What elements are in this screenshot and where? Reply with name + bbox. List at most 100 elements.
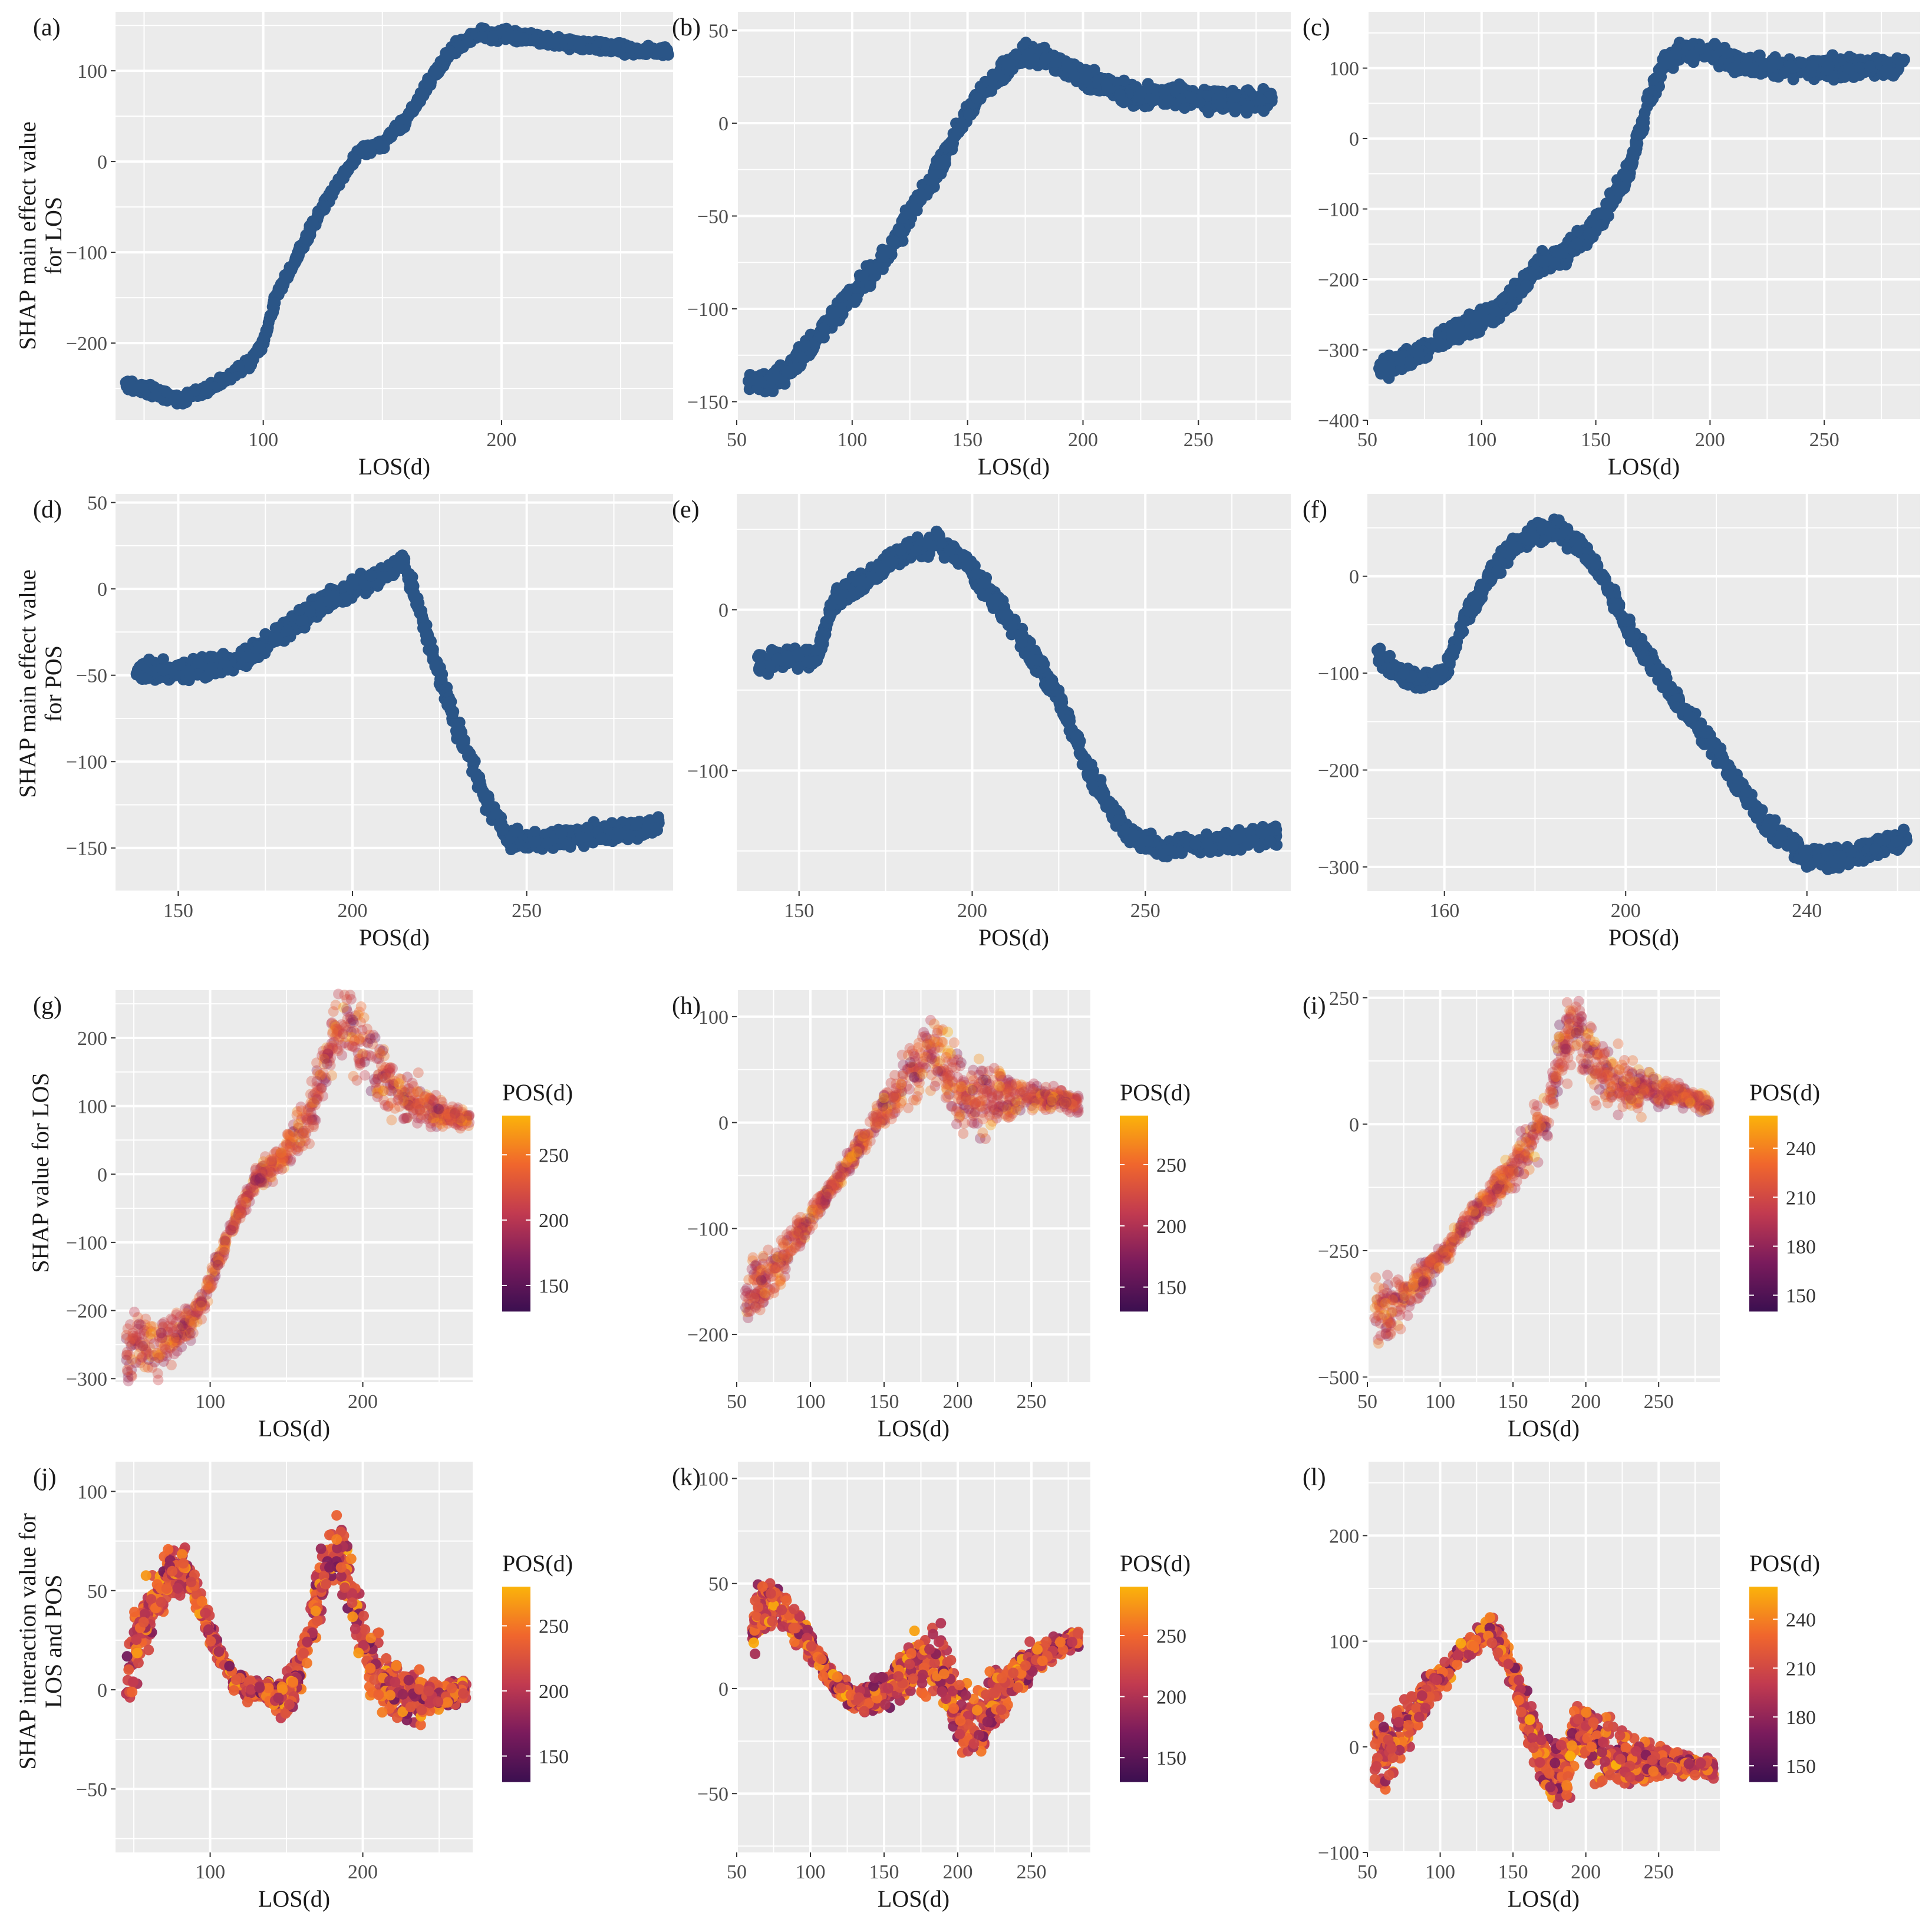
data-point <box>1889 67 1901 80</box>
y-tick-label: −100 <box>687 299 728 321</box>
data-point <box>650 824 662 836</box>
panel-label: (c) <box>1303 14 1330 41</box>
data-point <box>1585 227 1597 239</box>
x-tick-label: 150 <box>1581 429 1611 451</box>
data-point <box>510 29 522 42</box>
x-tick-label: 200 <box>1695 429 1725 451</box>
data-point <box>332 176 344 188</box>
data-point <box>1079 72 1091 85</box>
data-point <box>293 604 305 616</box>
data-point <box>1255 94 1267 106</box>
data-point <box>328 589 340 602</box>
data-point <box>387 127 399 140</box>
x-tick-label: 250 <box>512 900 542 922</box>
data-point <box>395 553 408 566</box>
data-point <box>240 651 253 663</box>
data-point <box>1100 78 1113 91</box>
data-point <box>125 380 137 392</box>
data-point <box>795 352 807 364</box>
data-point <box>1258 105 1270 117</box>
data-point <box>473 771 486 783</box>
data-point <box>1536 255 1548 268</box>
data-point <box>614 828 627 840</box>
data-point <box>269 297 281 309</box>
data-point <box>200 384 213 397</box>
data-point <box>888 235 900 248</box>
data-point <box>1843 62 1855 75</box>
data-point <box>656 45 668 58</box>
data-point <box>271 632 283 644</box>
data-point <box>541 837 553 849</box>
data-point <box>865 263 878 275</box>
data-point <box>1242 100 1255 112</box>
data-point <box>548 37 560 49</box>
data-point <box>766 373 779 385</box>
data-point <box>148 381 160 393</box>
data-point <box>446 709 459 721</box>
data-point <box>625 42 637 54</box>
data-point <box>990 69 1002 81</box>
data-point <box>1895 56 1907 68</box>
data-point <box>1228 91 1241 103</box>
data-point <box>1548 256 1561 269</box>
data-point <box>815 331 827 344</box>
data-point <box>1021 48 1034 61</box>
y-tick-label: −50 <box>76 665 107 687</box>
data-point <box>528 34 540 46</box>
data-point <box>430 660 443 672</box>
x-tick-label: 100 <box>1466 429 1496 451</box>
data-point <box>350 154 362 167</box>
data-point <box>1229 102 1241 114</box>
plot-background <box>116 12 673 420</box>
data-point <box>1144 92 1156 104</box>
x-tick-label: 200 <box>1068 429 1098 451</box>
data-point <box>1854 61 1866 74</box>
data-point <box>1571 225 1584 237</box>
data-point <box>1214 98 1227 110</box>
data-point <box>282 272 294 284</box>
data-point <box>261 325 273 337</box>
y-tick-label: −100 <box>1318 199 1359 221</box>
data-point <box>477 786 489 797</box>
data-point <box>850 293 863 305</box>
data-point <box>1001 58 1014 70</box>
data-point <box>443 696 455 708</box>
y-tick-label: 0 <box>97 579 107 601</box>
data-point <box>1623 170 1636 183</box>
data-point <box>440 50 452 62</box>
data-point <box>299 232 312 245</box>
y-tick-label: −100 <box>66 751 107 773</box>
data-point <box>1593 207 1605 219</box>
data-point <box>377 140 389 153</box>
data-point <box>528 836 540 848</box>
data-point <box>1612 184 1624 197</box>
data-point <box>287 259 299 271</box>
y-tick-label: −300 <box>1318 340 1359 362</box>
x-tick-label: 200 <box>486 429 516 451</box>
data-point <box>1194 97 1206 109</box>
data-point <box>399 113 411 125</box>
data-point <box>505 843 517 855</box>
y-tick-label: 0 <box>97 151 107 173</box>
data-point <box>365 569 377 582</box>
data-point <box>781 365 793 378</box>
data-point <box>1469 309 1481 322</box>
data-point <box>264 309 276 322</box>
data-point <box>450 726 463 738</box>
data-point <box>1864 60 1876 72</box>
y-tick-label: 50 <box>708 21 728 42</box>
y-tick-label: 50 <box>87 493 107 515</box>
y-tick-label: −100 <box>66 242 107 264</box>
y-tick-label: 100 <box>1329 58 1359 80</box>
data-point <box>243 358 255 371</box>
data-point <box>652 811 664 823</box>
data-point <box>1133 91 1145 103</box>
data-point <box>1796 57 1808 69</box>
data-point <box>1410 346 1422 358</box>
data-point <box>985 85 998 97</box>
data-point <box>225 374 237 385</box>
data-point <box>581 822 594 834</box>
